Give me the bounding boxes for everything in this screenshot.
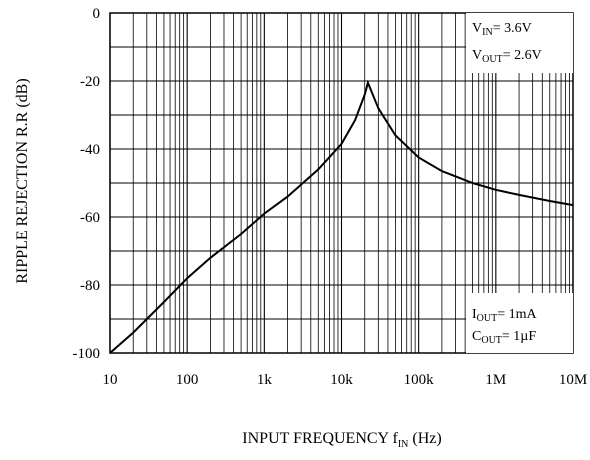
tick-labels: 10 100 1k 10k 100k 1M 10M 0 -20 -40 -60 -80 -100	[73, 6, 588, 388]
y-tick-label: -100	[73, 346, 101, 362]
series-line	[109, 79, 574, 354]
iout-annotation: IOUT= 1mA	[472, 307, 538, 324]
y-tick-label: -80	[80, 278, 100, 294]
x-tick-label: 10k	[330, 372, 353, 388]
y-tick-label: 0	[93, 6, 101, 22]
x-tick-label: 10M	[559, 372, 587, 388]
y-axis-label: RIPPLE REJECTION R.R (dB)	[14, 78, 31, 283]
x-axis-label: INPUT FREQUENCY fIN (Hz)	[242, 430, 441, 450]
vout-annotation: VOUT= 2.6V	[472, 48, 542, 65]
conditions-box-bottom	[466, 293, 573, 353]
x-tick-label: 10	[103, 372, 118, 388]
x-tick-label: 1M	[485, 372, 506, 388]
x-tick-label: 1k	[257, 372, 273, 388]
y-tick-label: -60	[80, 210, 100, 226]
plot-frame	[109, 12, 574, 354]
x-tick-label: 100k	[404, 372, 435, 388]
vin-annotation: VIN= 3.6V	[472, 21, 532, 38]
y-tick-label: -20	[80, 74, 100, 90]
conditions-box-top	[466, 13, 573, 73]
x-tick-label: 100	[176, 372, 199, 388]
y-tick-label: -40	[80, 142, 100, 158]
cout-annotation: COUT= 1µF	[472, 329, 536, 346]
